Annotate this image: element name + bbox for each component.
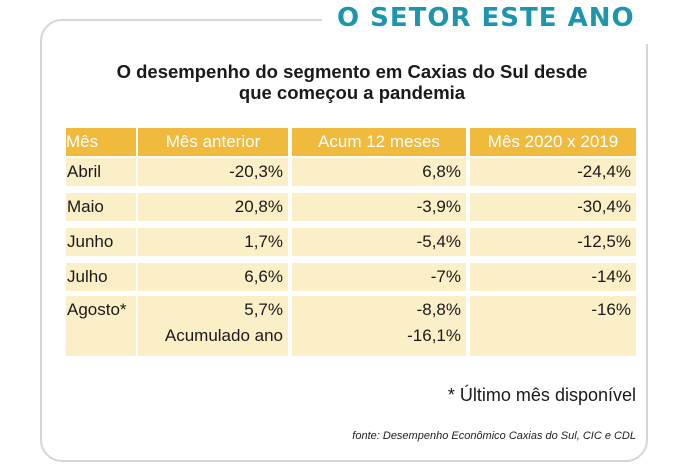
cell-yoy: -12,5%	[470, 228, 636, 256]
cell-prev: -20,3%	[138, 158, 288, 186]
cell-yoy: -24,4%	[470, 158, 636, 186]
cell-prev-value: 5,7%	[244, 300, 283, 319]
subtitle-line-2: que começou a pandemia	[238, 82, 466, 103]
cell-yoy-value: -16%	[591, 300, 631, 319]
cell-prev: 5,7% Acumulado ano	[138, 296, 288, 356]
cell-yoy: -16%	[470, 296, 636, 356]
cell-month: Julho	[66, 263, 136, 291]
cell-month: Abril	[66, 158, 136, 186]
accumulated-label: Acumulado ano	[164, 326, 283, 345]
footnote: * Último mês disponível	[447, 385, 636, 405]
cell-acum: -3,9%	[292, 193, 466, 221]
accumulated-value: -16,1%	[407, 326, 461, 345]
cell-prev: 20,8%	[138, 193, 288, 221]
column-header-yoy: Mês 2020 x 2019	[470, 128, 636, 156]
cell-month: Maio	[66, 193, 136, 221]
cell-yoy: -30,4%	[470, 193, 636, 221]
cell-acum: -7%	[292, 263, 466, 291]
subtitle: O desempenho do segmento em Caxias do Su…	[62, 61, 642, 103]
page-title: O SETOR ESTE ANO	[337, 3, 635, 33]
column-header-month: Mês	[66, 128, 136, 156]
cell-yoy: -14%	[470, 263, 636, 291]
source-note: fonte: Desempenho Econômico Caxias do Su…	[352, 430, 636, 442]
cell-acum: -8,8% -16,1%	[292, 296, 466, 356]
cell-acum: -5,4%	[292, 228, 466, 256]
column-header-acum: Acum 12 meses	[292, 128, 466, 156]
cell-prev: 1,7%	[138, 228, 288, 256]
cell-month: Junho	[66, 228, 136, 256]
cell-acum: 6,8%	[292, 158, 466, 186]
cell-acum-value: -8,8%	[416, 300, 461, 319]
subtitle-line-1: O desempenho do segmento em Caxias do Su…	[116, 61, 588, 82]
column-header-prev: Mês anterior	[138, 128, 288, 156]
cell-month: Agosto*	[66, 296, 136, 356]
cell-prev: 6,6%	[138, 263, 288, 291]
header-tag	[322, 0, 662, 44]
